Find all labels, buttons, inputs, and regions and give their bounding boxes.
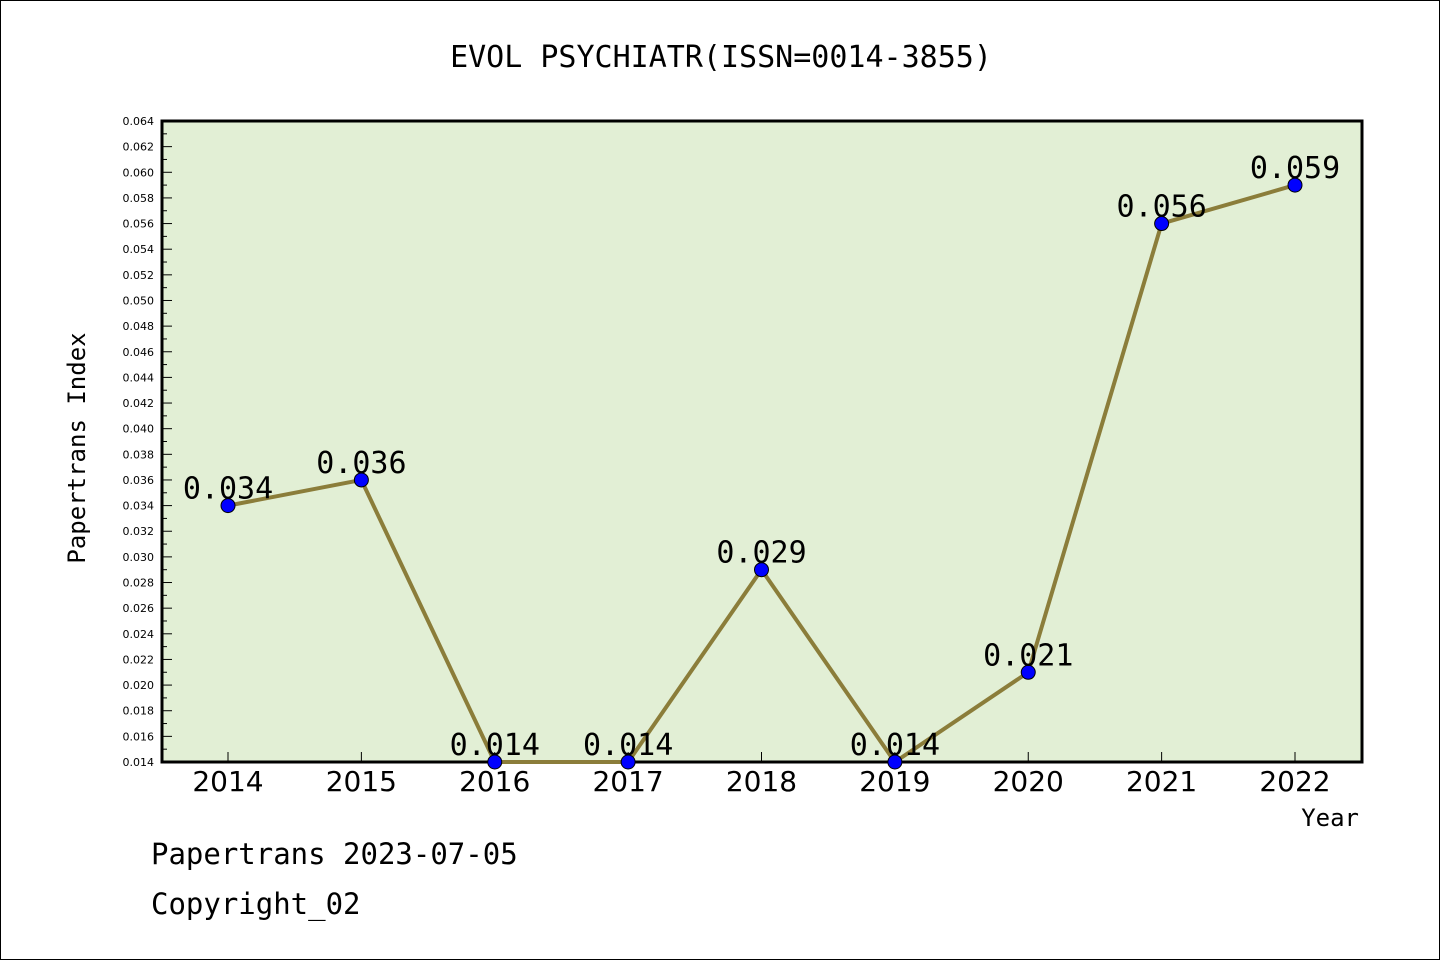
data-label: 0.014 bbox=[450, 728, 540, 763]
y-tick-label: 0.038 bbox=[123, 448, 155, 461]
y-tick-label: 0.016 bbox=[123, 730, 155, 743]
x-tick-label: 2022 bbox=[1259, 765, 1330, 798]
y-tick-label: 0.060 bbox=[123, 166, 155, 179]
y-tick-label: 0.024 bbox=[123, 628, 155, 641]
series: 0.034 0.036 0.014 0.014 0.029 0.014 0.021 0.056… bbox=[183, 151, 1340, 770]
data-label: 0.056 bbox=[1116, 190, 1206, 225]
footer-copyright: Copyright_02 bbox=[151, 887, 361, 921]
data-point bbox=[1287, 177, 1303, 193]
y-tick-label: 0.022 bbox=[123, 653, 155, 666]
x-tick-label: 2018 bbox=[726, 765, 797, 798]
y-tick-label: 0.056 bbox=[123, 218, 155, 231]
y-tick-label: 0.026 bbox=[123, 602, 155, 615]
data-label: 0.014 bbox=[850, 728, 940, 763]
y-axis-label: Papertrans Index bbox=[63, 332, 91, 563]
data-label: 0.036 bbox=[316, 446, 406, 481]
x-tick-label: 2015 bbox=[326, 765, 397, 798]
x-tick-label: 2020 bbox=[993, 765, 1064, 798]
y-tick-label: 0.018 bbox=[123, 705, 155, 718]
y-tick-label: 0.028 bbox=[123, 577, 155, 590]
y-tick-label: 0.034 bbox=[123, 500, 155, 513]
y-tick-label: 0.052 bbox=[123, 269, 155, 282]
x-tick-label: 2016 bbox=[459, 765, 530, 798]
y-tick-label: 0.040 bbox=[123, 423, 155, 436]
data-point bbox=[1020, 664, 1036, 680]
data-point bbox=[220, 498, 236, 514]
y-tick-label: 0.020 bbox=[123, 679, 155, 692]
data-point bbox=[754, 562, 769, 578]
x-tick-label: 2019 bbox=[859, 765, 930, 798]
y-tick-label: 0.062 bbox=[123, 141, 155, 154]
y-tick-label: 0.048 bbox=[123, 320, 155, 333]
y-tick-label: 0.042 bbox=[123, 397, 155, 410]
chart-title: EVOL PSYCHIATR(ISSN=0014-3855) bbox=[450, 40, 992, 75]
data-point bbox=[353, 472, 369, 488]
x-tick-label: 2017 bbox=[592, 765, 663, 798]
data-point bbox=[1154, 216, 1170, 232]
y-tick-label: 0.058 bbox=[123, 192, 155, 205]
x-tick-label: 2014 bbox=[192, 765, 263, 798]
y-tick-label: 0.014 bbox=[123, 756, 155, 769]
data-label: 0.029 bbox=[716, 536, 806, 571]
y-tick-label: 0.030 bbox=[123, 551, 155, 564]
y-axis: 0.014 0.016 0.018 0.020 0.022 0.024 0.026 0.028… bbox=[123, 115, 172, 769]
y-tick-label: 0.050 bbox=[123, 294, 155, 307]
data-label: 0.014 bbox=[583, 728, 673, 763]
y-tick-label: 0.032 bbox=[123, 525, 155, 538]
y-tick-label: 0.064 bbox=[123, 115, 155, 128]
y-tick-label: 0.046 bbox=[123, 346, 155, 359]
x-axis-label: Year bbox=[1301, 804, 1359, 832]
data-point bbox=[620, 754, 636, 770]
x-tick-label: 2021 bbox=[1126, 765, 1197, 798]
y-tick-label: 0.036 bbox=[123, 474, 155, 487]
data-label: 0.034 bbox=[183, 472, 273, 507]
footer-stamp: Papertrans 2023-07-05 bbox=[151, 837, 518, 871]
y-tick-label: 0.054 bbox=[123, 243, 155, 256]
x-axis: 2014 2015 2016 2017 2018 2019 2020 2021 2022 bbox=[192, 752, 1331, 798]
data-point bbox=[487, 754, 503, 770]
data-point bbox=[887, 754, 903, 770]
data-label: 0.021 bbox=[983, 638, 1073, 673]
y-tick-label: 0.044 bbox=[123, 371, 155, 384]
data-label: 0.059 bbox=[1250, 151, 1340, 186]
